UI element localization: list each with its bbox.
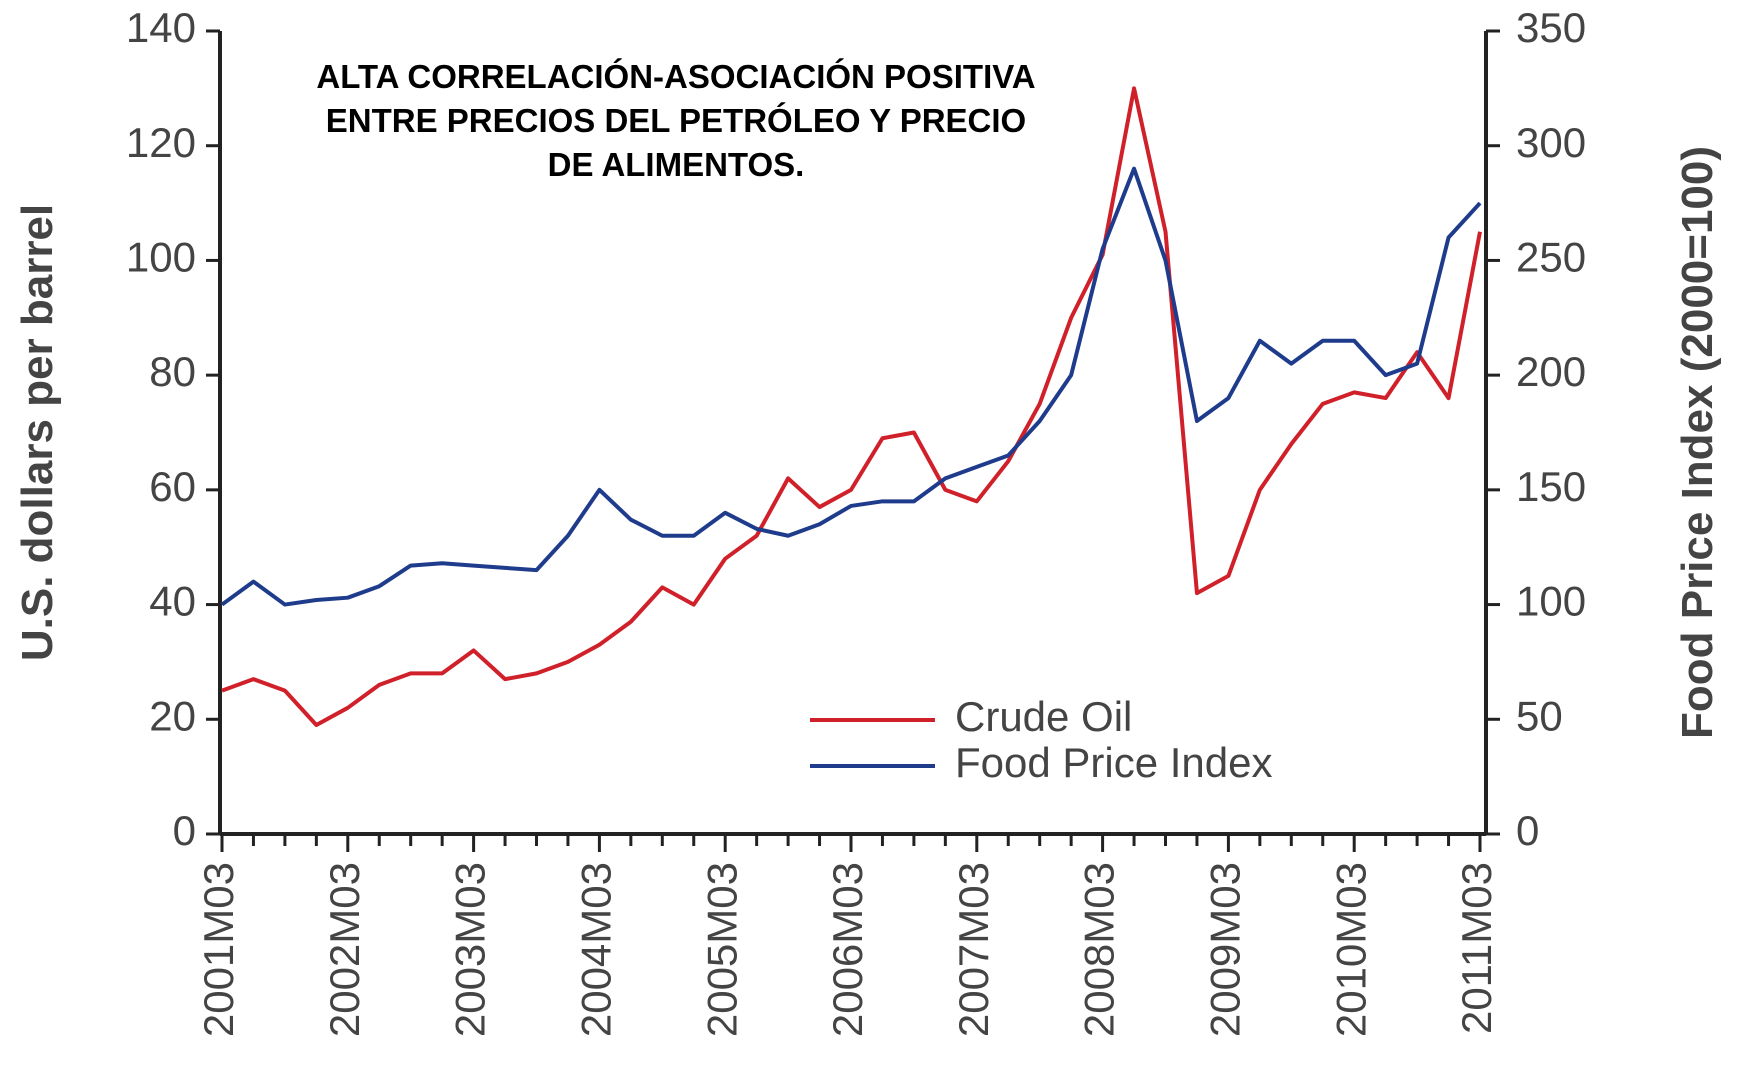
- y2-tick-label: 50: [1516, 692, 1563, 739]
- x-tick-label: 2005M03: [698, 862, 745, 1037]
- chart-title: ALTA CORRELACIÓN-ASOCIACIÓN POSITIVA: [316, 58, 1035, 95]
- x-tick-label: 2007M03: [950, 862, 997, 1037]
- y-tick-label: 40: [149, 578, 196, 625]
- y2-tick-label: 0: [1516, 807, 1539, 854]
- y-tick-label: 80: [149, 348, 196, 395]
- x-tick-label: 2006M03: [824, 862, 871, 1037]
- y2-axis-label: Food Price Index (2000=100): [1673, 146, 1722, 739]
- x-tick-label: 2009M03: [1201, 862, 1248, 1037]
- x-tick-label: 2004M03: [572, 862, 619, 1037]
- x-tick-label: 2010M03: [1327, 862, 1374, 1037]
- y-tick-label: 100: [126, 234, 196, 281]
- y-tick-label: 120: [126, 119, 196, 166]
- y2-tick-label: 250: [1516, 234, 1586, 281]
- y-tick-label: 140: [126, 4, 196, 51]
- y-tick-label: 20: [149, 692, 196, 739]
- x-tick-label: 2008M03: [1076, 862, 1123, 1037]
- y-tick-label: 60: [149, 463, 196, 510]
- x-tick-label: 2002M03: [321, 862, 368, 1037]
- x-tick-label: 2001M03: [195, 862, 242, 1037]
- chart-title: ENTRE PRECIOS DEL PETRÓLEO Y PRECIO: [326, 102, 1026, 139]
- x-tick-label: 2011M03: [1453, 862, 1500, 1034]
- y2-tick-label: 100: [1516, 578, 1586, 625]
- x-tick-label: 2003M03: [447, 862, 494, 1037]
- y-tick-label: 0: [173, 807, 196, 854]
- y2-tick-label: 200: [1516, 348, 1586, 395]
- legend-label: Food Price Index: [955, 739, 1273, 786]
- y2-tick-label: 150: [1516, 463, 1586, 510]
- y2-tick-label: 300: [1516, 119, 1586, 166]
- y-axis-label: U.S. dollars per barrel: [13, 204, 62, 661]
- legend-label: Crude Oil: [955, 693, 1132, 740]
- y2-tick-label: 350: [1516, 4, 1586, 51]
- chart-title: DE ALIMENTOS.: [548, 146, 805, 183]
- line-series: [220, 166, 1482, 607]
- line-series: [221, 86, 1482, 728]
